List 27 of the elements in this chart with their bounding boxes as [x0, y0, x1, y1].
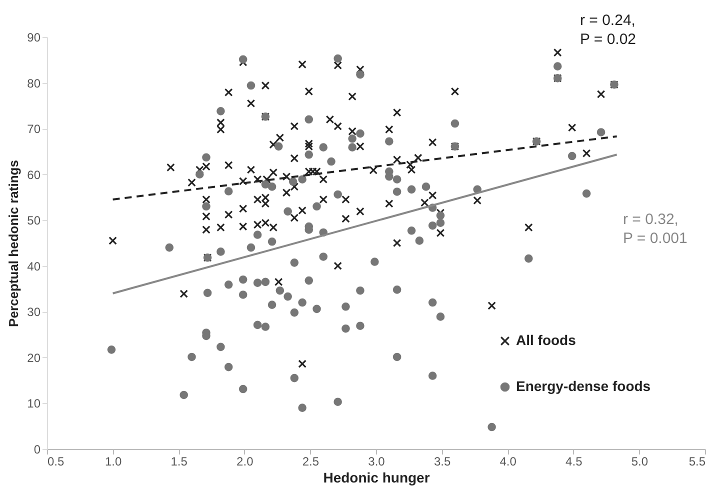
y-tick-label: 90 [27, 30, 41, 44]
annotation: r = 0.32, P = 0.001 [623, 211, 688, 247]
y-tick-label: 40 [27, 259, 41, 274]
x-tick-label: 2.0 [236, 454, 254, 468]
x-tick-label: 5.5 [688, 454, 706, 468]
x-tick-label: 1.0 [104, 454, 122, 468]
x-tick-label: 3.5 [434, 454, 451, 468]
y-tick-label: 10 [27, 396, 41, 411]
x-tick-label: 4.5 [566, 454, 583, 468]
annotation: r = 0.24, P = 0.02 [580, 12, 636, 48]
y-tick-label: 70 [27, 122, 41, 136]
y-tick-label: 80 [27, 76, 41, 90]
y-tick-label: 50 [27, 214, 41, 228]
x-axis-title: Hedonic hunger [323, 470, 430, 486]
x-tick-label: 1.5 [170, 454, 188, 468]
y-tick-label: 20 [27, 350, 41, 365]
x-tick-label: 5.0 [631, 454, 648, 468]
x-tick-label: 4.0 [500, 454, 517, 468]
legend-label: All foods [516, 332, 576, 348]
y-axis-title: Perceptual hedonic ratings [6, 160, 22, 327]
x-tick-label: 0.5 [48, 454, 65, 468]
legend-label: Energy-dense foods [516, 378, 651, 394]
x-tick-label: 2.5 [302, 454, 320, 468]
y-tick-label: 30 [27, 305, 41, 320]
y-tick-label: 0 [34, 442, 41, 456]
y-tick-label: 60 [27, 168, 41, 182]
x-tick-label: 3.0 [368, 454, 386, 468]
